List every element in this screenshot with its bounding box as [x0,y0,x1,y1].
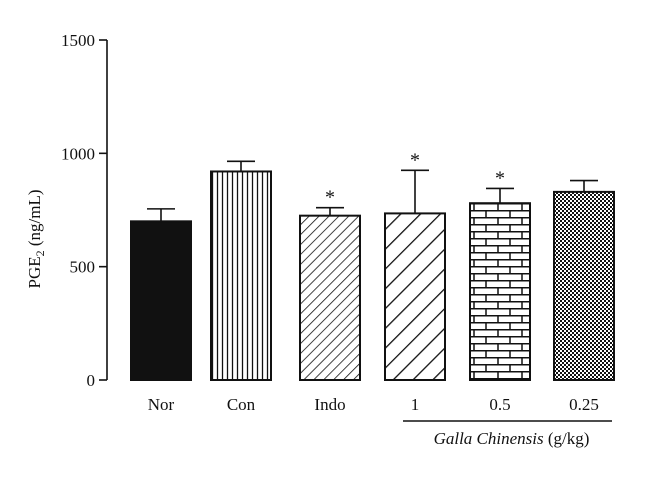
x-category-label: Indo [314,395,345,414]
group-label-italic: Galla Chinensis [434,429,544,448]
x-category-label: 1 [411,395,420,414]
bar-0.25 [553,190,615,381]
y-axis: 0 500 1000 1500 [61,31,108,390]
significance-marker: * [325,187,335,209]
bar-Nor [130,220,192,381]
group-label-unit: (g/kg) [544,429,590,448]
bar-Con [210,170,272,381]
x-category-label: Nor [148,395,175,414]
y-tick-label: 500 [70,258,96,277]
x-category-label: Con [227,395,256,414]
x-category-label: 0.25 [569,395,599,414]
bar-0.5 [469,202,531,381]
y-tick-label: 0 [87,371,96,390]
y-axis-title: PGE2 (ng/mL) [25,189,47,288]
significance-marker: * [410,149,420,171]
bars: * * * [130,149,615,381]
category-labels: Nor Con Indo 1 0.5 0.25 [148,395,599,414]
y-tick-label: 1500 [61,31,95,50]
y-tick-label: 1000 [61,144,95,163]
y-axis-title-subscript: 2 [33,250,47,256]
group-label: Galla Chinensis (g/kg) [434,429,590,448]
bar-1 [384,212,446,381]
y-axis-title-main: PGE [25,256,44,288]
y-axis-title-suffix: (ng/mL) [25,189,44,250]
bar-Indo [299,214,361,381]
significance-marker: * [495,167,505,189]
x-category-label: 0.5 [489,395,510,414]
